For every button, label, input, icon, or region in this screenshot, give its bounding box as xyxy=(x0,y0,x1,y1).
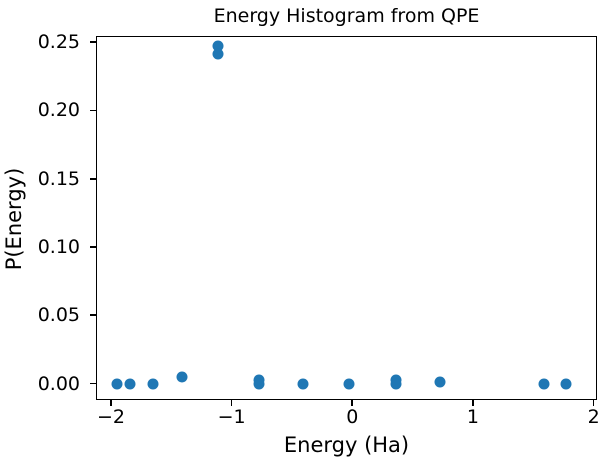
y-tick-mark xyxy=(90,109,96,112)
y-tick-mark xyxy=(90,382,96,385)
y-tick-label: 0.25 xyxy=(37,31,80,54)
x-tick-label: 2 xyxy=(587,406,600,428)
scatter-point xyxy=(297,378,309,390)
x-tick-mark xyxy=(110,400,112,406)
scatter-point xyxy=(111,378,123,390)
scatter-point xyxy=(560,378,572,390)
x-axis-label: Energy (Ha) xyxy=(283,433,410,457)
scatter-point xyxy=(147,378,159,390)
y-tick-mark xyxy=(90,246,96,248)
x-tick-mark xyxy=(230,400,233,406)
scatter-point xyxy=(343,378,355,390)
scatter-point xyxy=(390,378,402,390)
y-tick-label: 0.00 xyxy=(37,372,80,395)
scatter-point xyxy=(434,376,446,388)
x-tick-label: 0 xyxy=(346,406,359,428)
y-tick-mark xyxy=(90,41,96,43)
scatter-point xyxy=(253,378,265,390)
chart-title: Energy Histogram from QPE xyxy=(213,5,480,27)
y-tick-label: 0.05 xyxy=(37,304,80,327)
scatter-point xyxy=(124,378,136,390)
y-axis-label: P(Energy) xyxy=(2,167,26,271)
axes-frame xyxy=(96,36,597,400)
x-tick-mark xyxy=(472,400,474,406)
y-tick-mark xyxy=(90,314,96,317)
scatter-point xyxy=(212,48,224,60)
y-tick-mark xyxy=(90,177,96,180)
y-tick-label: 0.10 xyxy=(37,236,80,259)
x-tick-mark xyxy=(351,400,354,406)
x-tick-mark xyxy=(592,400,595,406)
x-tick-label: 1 xyxy=(466,406,479,428)
scatter-point xyxy=(538,378,550,390)
y-tick-label: 0.15 xyxy=(37,167,80,190)
scatter-point xyxy=(176,371,188,383)
x-tick-label: −2 xyxy=(96,406,125,428)
y-tick-label: 0.20 xyxy=(37,99,80,122)
scatter-point xyxy=(212,40,224,52)
x-tick-label: −1 xyxy=(217,406,246,428)
